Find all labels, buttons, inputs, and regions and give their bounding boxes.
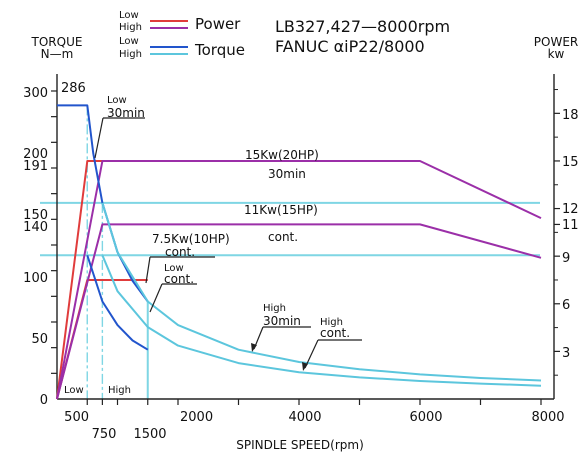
anno-highcont-top: High — [320, 317, 343, 328]
x-tick-label: 2000 — [180, 410, 213, 425]
y2-tick-label: 9 — [562, 251, 570, 266]
lowcont-leader — [149, 283, 163, 313]
y-axis-label: TORQUE — [31, 35, 83, 49]
x-tick-label: 1500 — [133, 427, 166, 442]
legend-power-label: Power — [195, 15, 241, 33]
series-line-5 — [86, 254, 149, 351]
p75-leader — [145, 256, 151, 284]
anno-highcont-bottom: cont. — [320, 326, 350, 340]
y-tick-label: 300 — [23, 86, 48, 101]
x-tick-label: 4000 — [288, 410, 321, 425]
anno-high30-top: High — [263, 303, 286, 314]
anno-15kw: 15Kw(20HP) — [245, 148, 319, 162]
y-axis-unit: N—m — [41, 47, 74, 61]
anno-7-5kw-cont: cont. — [165, 245, 195, 259]
anno-11kw-cont: cont. — [268, 230, 298, 244]
y2-axis-unit: kw — [548, 47, 565, 61]
x-tick-label: 6000 — [409, 410, 442, 425]
anno-lowcont-top: Low — [164, 263, 184, 274]
x-tick-label: 750 — [92, 427, 117, 442]
chart-subtitle: FANUC αiP22/8000 — [275, 37, 425, 56]
low30-leader — [94, 117, 104, 159]
anno-high30-bottom: 30min — [263, 314, 301, 328]
legend-high-power: High — [119, 22, 142, 33]
y-tick-label: 150 — [23, 208, 48, 223]
chart-title: LB327,427—8000rpm — [275, 17, 450, 36]
anno-7-5kw: 7.5Kw(10HP) — [152, 232, 230, 246]
highcont-arrow — [302, 362, 308, 371]
anno-lowcont-bottom: cont. — [164, 272, 194, 286]
x-tick-label: 8000 — [531, 410, 564, 425]
series-line-2 — [56, 160, 542, 400]
y-tick-label: 200 — [23, 147, 48, 162]
y-tick-label: 50 — [31, 332, 48, 347]
x-axis-label: SPINDLE SPEED(rpm) — [236, 438, 364, 452]
x-tick-label: 500 — [64, 410, 89, 425]
y-tick-label: 191 — [23, 159, 48, 174]
series-line-7 — [101, 254, 542, 387]
anno-11kw: 11Kw(15HP) — [244, 203, 318, 217]
anno-low30-bottom: 30min — [107, 106, 145, 120]
y2-tick-label: 3 — [562, 346, 570, 361]
y-tick-label-286: 286 — [61, 81, 86, 96]
anno-range-low: Low — [64, 385, 84, 396]
anno-low30-top: Low — [107, 95, 127, 106]
series-line-3 — [56, 223, 542, 400]
y2-axis-label: POWER — [534, 35, 578, 49]
y2-tick-label: 12 — [562, 202, 579, 217]
legend-torque-label: Torque — [194, 41, 245, 59]
y2-tick-label: 18 — [562, 108, 579, 123]
high30-arrow — [251, 343, 257, 352]
anno-15kw-30min: 30min — [268, 167, 306, 181]
highcont-leader — [304, 339, 319, 369]
y2-tick-label: 11 — [562, 218, 579, 233]
legend-low-torque: Low — [119, 36, 139, 47]
y-tick-label: 100 — [23, 271, 48, 286]
anno-range-high: High — [108, 385, 131, 396]
series-line-6 — [101, 202, 542, 382]
y2-tick-label: 6 — [562, 298, 570, 313]
legend-low-power: Low — [119, 10, 139, 21]
legend-high-torque: High — [119, 49, 142, 60]
y2-tick-label: 15 — [562, 155, 579, 170]
y-tick-label: 0 — [40, 393, 48, 408]
y-tick-label: 140 — [23, 220, 48, 235]
